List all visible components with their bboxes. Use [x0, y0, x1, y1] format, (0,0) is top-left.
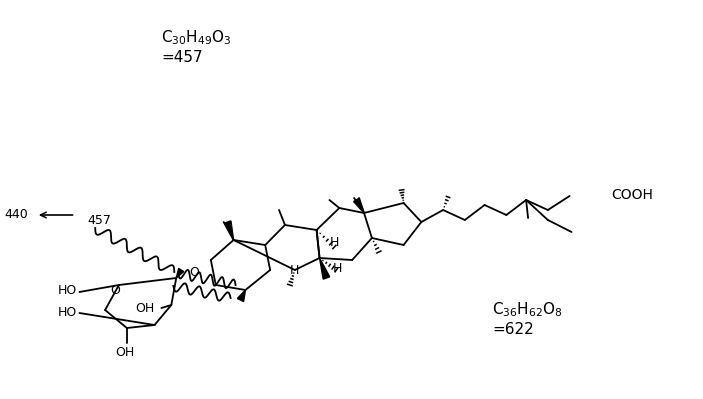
Text: H: H [333, 261, 342, 275]
Text: $\mathrm{C_{36}H_{62}O_8}$: $\mathrm{C_{36}H_{62}O_8}$ [493, 301, 563, 319]
Text: OH: OH [135, 302, 155, 314]
Polygon shape [320, 258, 330, 279]
Text: $\mathrm{C_{30}H_{49}O_3}$: $\mathrm{C_{30}H_{49}O_3}$ [162, 29, 232, 47]
Text: 440: 440 [4, 209, 28, 221]
Text: HO: HO [58, 284, 77, 296]
Polygon shape [224, 221, 233, 240]
Text: OH: OH [115, 346, 134, 358]
Text: COOH: COOH [611, 188, 653, 202]
Polygon shape [238, 290, 245, 302]
Text: 457: 457 [87, 213, 111, 227]
Text: O: O [110, 284, 120, 298]
Text: H: H [330, 235, 339, 249]
Text: =457: =457 [162, 51, 203, 65]
Polygon shape [176, 269, 183, 278]
Text: =622: =622 [493, 322, 534, 338]
Text: HO: HO [58, 306, 77, 320]
Text: O: O [189, 267, 199, 280]
Text: H: H [290, 263, 299, 277]
Polygon shape [354, 198, 364, 213]
